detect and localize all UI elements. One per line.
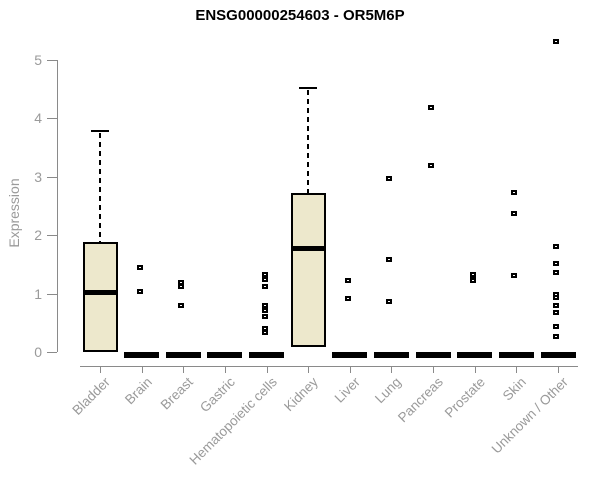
zero-bar <box>498 352 534 358</box>
y-tick <box>47 293 57 295</box>
zero-bar <box>249 352 285 358</box>
y-tick-label: 1 <box>34 285 42 302</box>
outlier-point <box>261 325 268 331</box>
y-tick <box>47 176 57 178</box>
outlier-point <box>261 307 268 313</box>
zero-bar <box>415 352 451 358</box>
zero-bar <box>457 352 493 358</box>
outlier-point <box>553 295 560 301</box>
x-tick <box>224 366 226 373</box>
zero-bar <box>124 352 160 358</box>
outlier-point <box>178 280 185 286</box>
outlier-point <box>511 273 518 279</box>
x-tick <box>433 366 435 373</box>
y-tick <box>47 60 57 61</box>
outlier-point <box>428 162 435 168</box>
outlier-point <box>553 309 560 315</box>
whisker-cap <box>299 87 318 90</box>
outlier-point <box>386 257 393 263</box>
outlier-point <box>261 276 268 282</box>
zero-bar <box>207 352 243 358</box>
x-tick <box>349 366 351 373</box>
x-axis-line <box>80 366 578 367</box>
outlier-point <box>178 284 185 290</box>
x-tick <box>558 366 560 373</box>
x-tick <box>100 366 101 373</box>
x-tick <box>308 366 310 373</box>
chart-title: ENSG00000254603 - OR5M6P <box>195 7 405 24</box>
x-tick <box>516 366 518 373</box>
outlier-point <box>553 243 560 249</box>
outlier-point <box>511 189 518 195</box>
outlier-point <box>344 296 351 302</box>
y-tick-label: 2 <box>34 227 42 244</box>
x-tick <box>141 366 143 373</box>
outlier-point <box>553 323 560 329</box>
x-tick <box>183 366 185 373</box>
outlier-point <box>386 175 393 181</box>
outlier-point <box>511 211 518 217</box>
outlier-point <box>553 260 560 266</box>
outlier-point <box>261 313 268 319</box>
upper-whisker <box>307 90 310 194</box>
median-line <box>290 246 326 252</box>
outlier-point <box>553 270 560 276</box>
outlier-point <box>553 38 560 44</box>
outlier-point <box>469 278 476 284</box>
zero-bar <box>373 352 409 358</box>
outlier-point <box>553 333 560 339</box>
y-tick-label: 3 <box>34 168 42 185</box>
y-tick <box>47 352 57 353</box>
x-tick <box>266 366 268 373</box>
outlier-point <box>386 299 393 305</box>
outlier-point <box>428 105 435 111</box>
whisker-cap <box>91 130 109 133</box>
outlier-point <box>178 303 185 309</box>
y-tick-label: 4 <box>34 110 42 127</box>
outlier-point <box>136 289 143 295</box>
outlier-point <box>344 277 351 283</box>
y-axis-line <box>57 60 58 352</box>
zero-bar <box>165 352 201 358</box>
zero-bar <box>540 352 576 358</box>
y-tick <box>47 118 57 120</box>
outlier-point <box>136 264 143 270</box>
outlier-point <box>261 329 268 335</box>
y-tick <box>47 235 57 237</box>
outlier-point <box>261 283 268 289</box>
upper-whisker <box>99 133 101 243</box>
box-bladder <box>82 242 118 352</box>
outlier-point <box>553 303 560 309</box>
zero-bar <box>332 352 368 358</box>
y-tick-label: 0 <box>34 344 42 360</box>
box-kidney <box>290 193 326 347</box>
x-tick <box>474 366 476 373</box>
x-tick <box>391 366 393 373</box>
y-tick-label: 5 <box>34 52 42 68</box>
median-line <box>82 290 118 296</box>
outlier-point <box>261 272 268 278</box>
outlier-point <box>261 303 268 309</box>
